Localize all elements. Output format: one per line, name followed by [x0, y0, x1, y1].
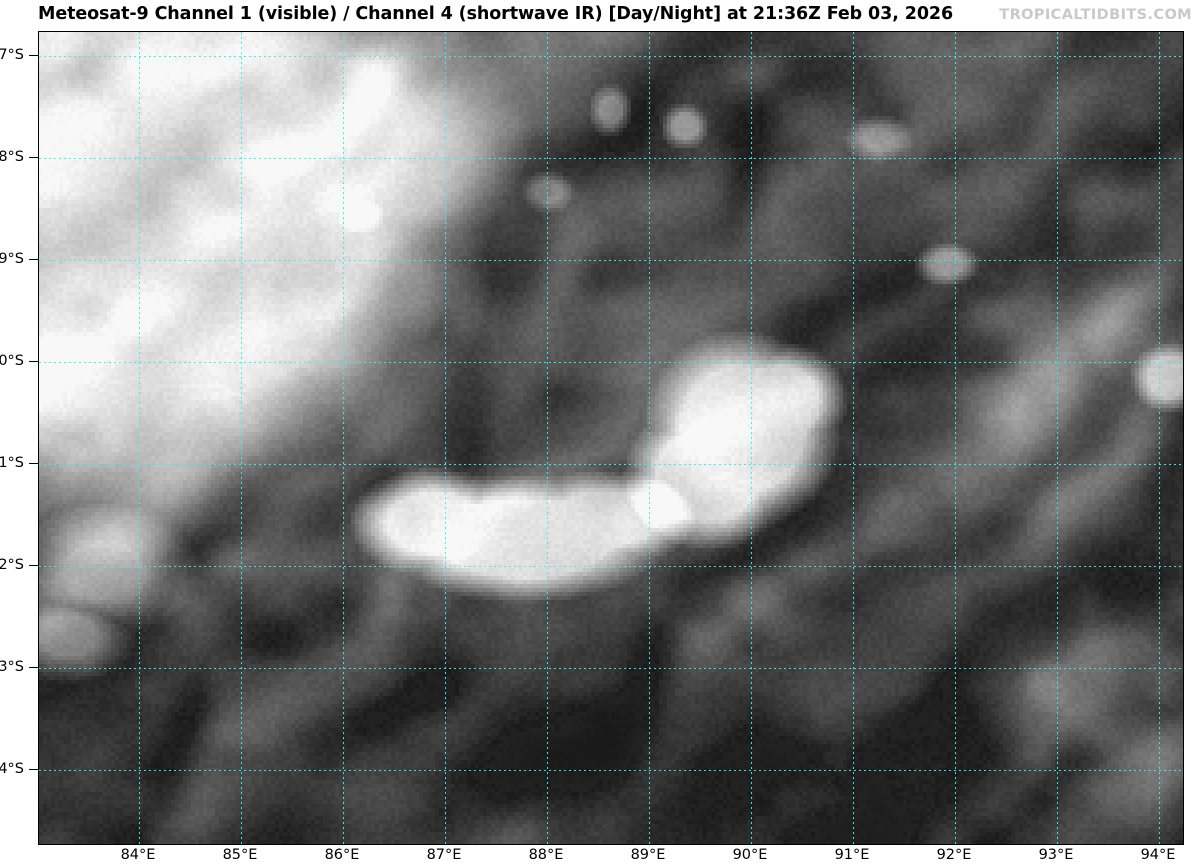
satellite-plot-frame[interactable]: [38, 31, 1184, 845]
header: Meteosat-9 Channel 1 (visible) / Channel…: [0, 0, 1200, 31]
axis-label-lat-10°S: 10°S: [0, 353, 24, 369]
tick-y-3: [29, 361, 38, 362]
axis-label-lat-7°S: 7°S: [0, 47, 24, 63]
page-title: Meteosat-9 Channel 1 (visible) / Channel…: [38, 4, 954, 24]
tick-y-4: [29, 463, 38, 464]
axis-label-lon-94°E: 94°E: [1140, 847, 1176, 863]
tick-y-7: [29, 769, 38, 770]
axis-label-lon-84°E: 84°E: [120, 847, 156, 863]
axis-label-lon-89°E: 89°E: [630, 847, 666, 863]
axis-label-lon-88°E: 88°E: [528, 847, 564, 863]
axis-label-lat-12°S: 12°S: [0, 557, 24, 573]
tick-y-2: [29, 259, 38, 260]
axis-label-lon-93°E: 93°E: [1038, 847, 1074, 863]
axis-label-lat-11°S: 11°S: [0, 455, 24, 471]
tick-y-5: [29, 565, 38, 566]
axis-label-lon-92°E: 92°E: [936, 847, 972, 863]
tick-y-0: [29, 55, 38, 56]
axis-label-lat-14°S: 14°S: [0, 761, 24, 777]
axis-label-lat-13°S: 13°S: [0, 659, 24, 675]
axis-label-lat-9°S: 9°S: [0, 251, 24, 267]
tick-y-6: [29, 667, 38, 668]
axis-label-lon-85°E: 85°E: [222, 847, 258, 863]
tick-y-1: [29, 157, 38, 158]
watermark: TROPICALTIDBITS.COM: [999, 7, 1192, 23]
axis-label-lat-8°S: 8°S: [0, 149, 24, 165]
axis-label-lon-87°E: 87°E: [426, 847, 462, 863]
satellite-imagery-canvas: [39, 32, 1183, 844]
axis-label-lon-86°E: 86°E: [324, 847, 360, 863]
axis-label-lon-91°E: 91°E: [834, 847, 870, 863]
axis-label-lon-90°E: 90°E: [732, 847, 768, 863]
